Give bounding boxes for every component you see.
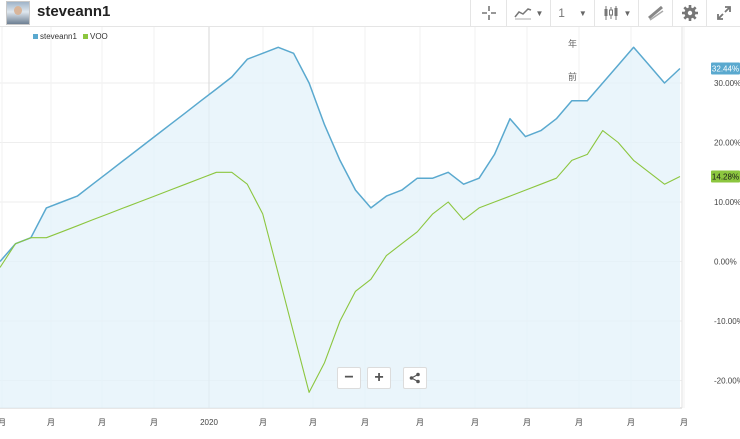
series-line-steveann1[interactable] [0,46,681,262]
y-tick-label: -10.00% [714,317,740,326]
x-tick-label: 月 [471,418,479,427]
chart-type-dropdown[interactable]: ▼ [506,0,550,26]
y-tick-label: 20.00% [714,139,740,148]
expand-button[interactable] [706,0,740,26]
crosshair-button[interactable] [470,0,506,26]
chevron-down-icon: ▼ [623,8,632,18]
y-tick-label: 30.00% [714,79,740,88]
zoom-out-button[interactable]: − [337,367,361,389]
top-toolbar: steveann1 ▼ 1 ▼ ▼ [0,0,740,27]
legend-swatch-steveann1 [33,34,38,39]
x-tick-label: 月 [309,418,317,427]
line-chart-icon [513,8,531,20]
crosshair-icon [481,6,496,20]
gear-icon [681,5,698,21]
interval-dropdown[interactable]: 1 ▼ [550,0,594,26]
avatar[interactable] [6,1,30,25]
x-tick-label: 月 [150,418,158,427]
last-value-label: 32.44% [712,64,739,73]
last-value-badge [711,170,740,183]
y-tick-label: 0.00% [714,258,737,267]
y-tick-label: 10.00% [714,198,740,207]
chart-legend: steveann1 VOO [33,32,108,41]
x-tick-label: 月 [47,418,55,427]
candlestick-icon [604,6,618,20]
x-tick-label: 月 [259,418,267,427]
x-tick-label: 月 [361,418,369,427]
zoom-in-button[interactable]: + [367,367,391,389]
share-button[interactable] [403,367,427,389]
chart-area[interactable]: 30.00% 20.00% 10.00% 0.00% -10.00% -20.00% 月 月… [0,27,740,434]
x-tick-label: 月 [627,418,635,427]
x-tick-label: 月 [575,418,583,427]
expand-icon [716,6,731,20]
zoom-controls: − + [337,367,427,389]
chevron-down-icon: ▼ [578,8,587,18]
draw-icon [647,5,663,21]
draw-tool-button[interactable] [638,0,672,26]
legend-swatch-voo [83,34,88,39]
x-tick-label: 月 [0,418,6,427]
y-tick-label: -20.00% [714,377,740,386]
performance-chart[interactable]: 30.00% 20.00% 10.00% 0.00% -10.00% -20.00% 月 月… [0,27,740,434]
share-icon [409,372,420,384]
last-value-label: 14.28% [712,173,739,182]
x-tick-label: 月 [98,418,106,427]
x-tick-label: 月 [523,418,531,427]
x-tick-label: 2020 [200,418,218,427]
steveann1-area [0,47,680,409]
annotation-year: 年 [568,38,577,49]
series-line-voo[interactable] [0,130,681,393]
interval-value: 1 [558,6,565,20]
x-tick-label: 月 [416,418,424,427]
username-title[interactable]: steveann1 [37,3,111,20]
legend-label-steveann1[interactable]: steveann1 [40,32,77,41]
x-tick-label: 月 [680,418,688,427]
annotation-before: 前 [568,71,577,82]
candlestick-dropdown[interactable]: ▼ [594,0,638,26]
toolbar-tools: ▼ 1 ▼ ▼ [470,0,740,26]
settings-button[interactable] [672,0,706,26]
chevron-down-icon: ▼ [535,8,544,18]
last-value-badge [711,62,740,75]
legend-label-voo[interactable]: VOO [90,32,108,41]
